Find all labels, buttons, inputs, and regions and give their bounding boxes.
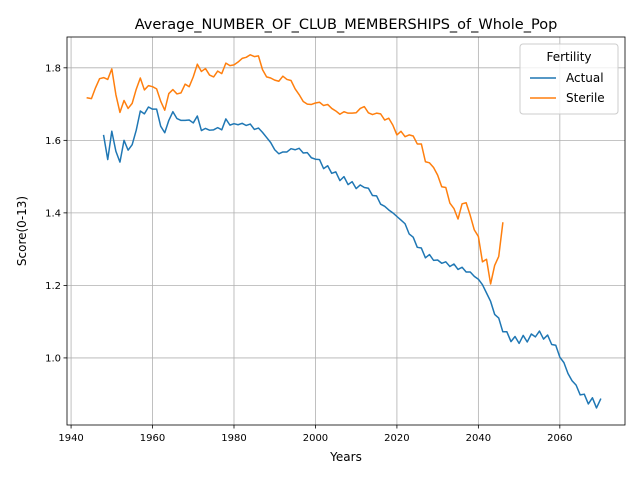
legend-label-actual: Actual bbox=[566, 71, 604, 85]
y-tick-label: 1.0 bbox=[45, 353, 61, 364]
x-tick-label: 1940 bbox=[58, 433, 83, 444]
legend-title: Fertility bbox=[546, 50, 591, 64]
x-tick-label: 1960 bbox=[140, 433, 165, 444]
plot-frame bbox=[66, 36, 626, 426]
legend-label-sterile: Sterile bbox=[566, 91, 605, 105]
y-tick-label: 1.8 bbox=[45, 63, 61, 74]
x-tick-label: 2060 bbox=[547, 433, 572, 444]
y-axis: 1.0 1.2 1.4 1.6 1.8 bbox=[45, 63, 67, 364]
series-line-sterile bbox=[86, 54, 504, 285]
x-tick-label: 2020 bbox=[384, 433, 409, 444]
y-axis-label: Score(0-13) bbox=[15, 196, 29, 266]
x-axis: 1940 1960 1980 2000 2020 2040 2060 bbox=[58, 425, 573, 444]
chart-title: Average_NUMBER_OF_CLUB_MEMBERSHIPS_of_Wh… bbox=[135, 17, 558, 33]
y-tick-label: 1.6 bbox=[45, 136, 61, 147]
series-layer bbox=[86, 54, 602, 409]
legend-box bbox=[519, 43, 619, 115]
series-line-actual bbox=[102, 106, 602, 409]
x-tick-label: 1980 bbox=[221, 433, 246, 444]
x-axis-label: Years bbox=[329, 450, 362, 464]
legend: Fertility Actual Sterile bbox=[519, 43, 619, 115]
x-tick-label: 2040 bbox=[466, 433, 491, 444]
y-tick-label: 1.4 bbox=[45, 208, 61, 219]
y-tick-label: 1.2 bbox=[45, 281, 61, 292]
gridlines bbox=[67, 37, 625, 425]
x-tick-label: 2000 bbox=[303, 433, 328, 444]
